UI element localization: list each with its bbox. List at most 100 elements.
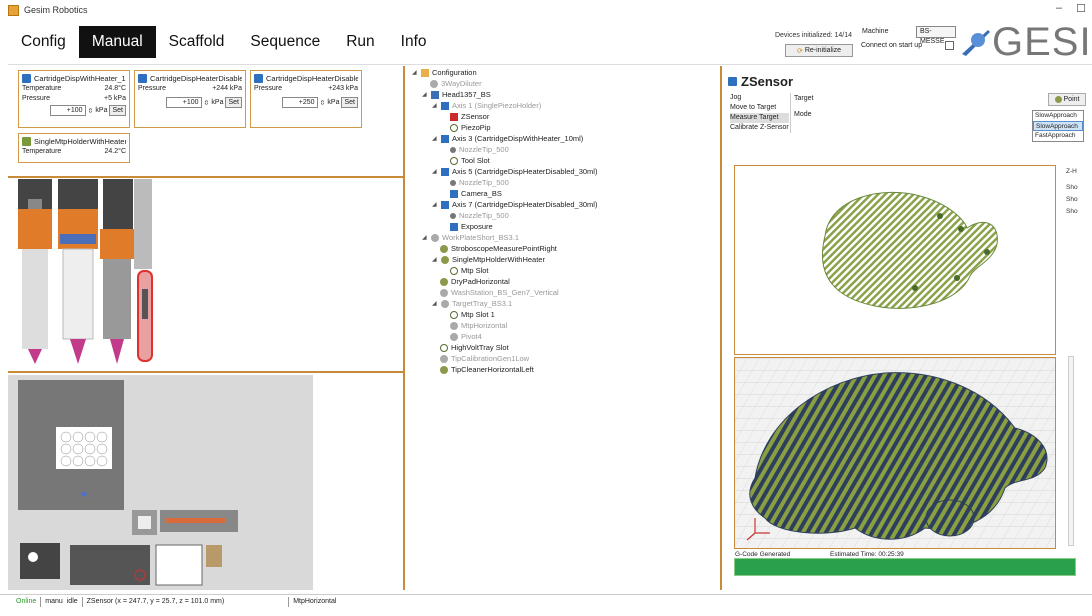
approach-option[interactable]: FastApproach bbox=[1035, 132, 1076, 139]
menu-info[interactable]: Info bbox=[400, 33, 427, 50]
expand-arrow-icon[interactable]: ◢ bbox=[432, 202, 437, 208]
tree-node[interactable]: Exposure bbox=[450, 222, 493, 232]
minimize-button[interactable]: – bbox=[1056, 2, 1063, 14]
view-scrollbar[interactable] bbox=[1068, 356, 1074, 546]
tree-node[interactable]: ◢ Axis 3 (CartridgeDispWithHeater_10ml) bbox=[432, 134, 583, 144]
tree-node[interactable]: NozzleTip_500 bbox=[450, 211, 509, 221]
calibrate-zsensor-action[interactable]: Calibrate Z-Sensor bbox=[730, 124, 789, 131]
approach-option[interactable]: SlowApproach bbox=[1035, 112, 1077, 119]
pressure-input[interactable]: +250 bbox=[281, 97, 318, 108]
tree-node-label: Axis 7 (CartridgeDispHeaterDisabled_30ml… bbox=[452, 200, 598, 209]
device-panel: CartridgeDispHeaterDisabled_ Pressure +24… bbox=[134, 70, 246, 128]
tree-node-label: Axis 5 (CartridgeDispHeaterDisabled_30ml… bbox=[452, 167, 598, 176]
zsensor-head[interactable] bbox=[134, 179, 153, 362]
reinitialize-button[interactable]: ⟳ Re-initialize bbox=[785, 44, 853, 57]
menu-scaffold[interactable]: Scaffold bbox=[168, 33, 225, 50]
expand-arrow-icon[interactable]: ◢ bbox=[432, 103, 437, 109]
jog-action[interactable]: Jog bbox=[730, 94, 742, 101]
device-name: SingleMtpHolderWithHeater bbox=[34, 137, 126, 146]
work-plate-view[interactable] bbox=[8, 375, 313, 590]
gesim-logo-text: GESIM bbox=[992, 20, 1092, 64]
set-button[interactable]: Set bbox=[109, 105, 126, 116]
cartridge-head-2[interactable] bbox=[58, 179, 98, 364]
tree-node[interactable]: ◢ SingleMtpHolderWithHeater bbox=[432, 255, 545, 265]
cartridge-head-3[interactable] bbox=[100, 179, 134, 364]
tree-node[interactable]: TipCleanerHorizontalLeft bbox=[440, 365, 534, 375]
approach-mode-dropdown[interactable]: SlowApproach SlowApproach FastApproach bbox=[1032, 110, 1084, 142]
tree-node[interactable]: Tool Slot bbox=[450, 156, 490, 166]
tree-node[interactable]: ZSensor bbox=[450, 112, 489, 122]
tree-node[interactable]: ◢ TargetTray_BS3.1 bbox=[432, 299, 512, 309]
expand-arrow-icon[interactable]: ◢ bbox=[432, 169, 437, 175]
toolpath-3d-view[interactable] bbox=[734, 357, 1056, 549]
spin-arrows-icon[interactable]: ⇳ bbox=[319, 99, 326, 107]
cartridge-head-1[interactable] bbox=[18, 179, 52, 364]
tree-node[interactable]: WashStation_BS_Gen7_Vertical bbox=[440, 288, 559, 298]
tree-node[interactable]: NozzleTip_500 bbox=[450, 178, 509, 188]
tree-node[interactable]: Pivot4 bbox=[450, 332, 482, 342]
blue-icon bbox=[441, 201, 449, 209]
pressure-input[interactable]: +100 bbox=[49, 105, 86, 116]
right-divider[interactable] bbox=[720, 66, 722, 590]
tree-node[interactable]: ◢ Axis 7 (CartridgeDispHeaterDisabled_30m… bbox=[432, 200, 597, 210]
expand-arrow-icon[interactable]: ◢ bbox=[422, 235, 427, 241]
tree-node[interactable]: DryPadHorizontal bbox=[440, 277, 510, 287]
expand-arrow-icon[interactable]: ◢ bbox=[422, 92, 427, 98]
pressure-label: Pressure bbox=[22, 95, 51, 102]
set-button[interactable]: Set bbox=[341, 97, 358, 108]
device-panel: CartridgeDispWithHeater_10m Temperature 2… bbox=[18, 70, 130, 128]
menu-sequence[interactable]: Sequence bbox=[250, 33, 321, 50]
expand-arrow-icon[interactable]: ◢ bbox=[432, 136, 437, 142]
measure-target-action[interactable]: Measure Target bbox=[730, 113, 789, 123]
tree-node[interactable]: 3WayDiluter bbox=[430, 79, 482, 89]
tree-node-label: Head1357_BS bbox=[442, 90, 491, 99]
point-button[interactable]: Point bbox=[1048, 93, 1086, 106]
tree-node[interactable]: Mtp Slot bbox=[450, 266, 489, 276]
toolpath-2d-view[interactable] bbox=[734, 165, 1056, 355]
pressure-value: +244 kPa bbox=[212, 85, 242, 92]
approach-option-selected[interactable]: SlowApproach bbox=[1033, 121, 1083, 131]
tree-node[interactable]: PiezoPip bbox=[450, 123, 491, 133]
left-divider[interactable] bbox=[403, 66, 405, 590]
pressure-value: +5 kPa bbox=[104, 95, 126, 102]
menu-run[interactable]: Run bbox=[346, 33, 375, 50]
tree-node-label: Mtp Slot 1 bbox=[461, 310, 495, 319]
person-icon bbox=[431, 91, 439, 99]
tree-node-label: WashStation_BS_Gen7_Vertical bbox=[451, 288, 559, 297]
header-divider bbox=[8, 64, 1092, 65]
tree-node[interactable]: HighVoltTray Slot bbox=[440, 343, 509, 353]
tree-node[interactable]: ◢ WorkPlateShort_BS3.1 bbox=[422, 233, 519, 243]
temperature-value: 24.2°C bbox=[104, 148, 126, 155]
maximize-button[interactable]: ☐ bbox=[1076, 3, 1086, 15]
position-readout: ZSensor (x = 247.7, y = 25.7, z = 101.0 … bbox=[86, 598, 225, 605]
tree-node[interactable]: ◢ Configuration bbox=[412, 68, 477, 78]
expand-arrow-icon[interactable]: ◢ bbox=[432, 257, 437, 263]
menu-manual[interactable]: Manual bbox=[78, 26, 156, 58]
tree-node[interactable]: ◢ Axis 1 (SinglePiezoHolder) bbox=[432, 101, 541, 111]
connect-on-startup-checkbox[interactable] bbox=[945, 41, 954, 50]
tree-node[interactable]: ◢ Head1357_BS bbox=[422, 90, 491, 100]
tree-node-label: DryPadHorizontal bbox=[451, 277, 510, 286]
machine-select[interactable]: BS-MESSE bbox=[916, 26, 956, 45]
expand-arrow-icon[interactable]: ◢ bbox=[412, 70, 417, 76]
tree-node[interactable]: TipCalibrationGen1Low bbox=[440, 354, 529, 364]
temperature-label: Temperature bbox=[22, 85, 62, 92]
estimated-time: Estimated Time: 00:25:39 bbox=[830, 551, 904, 558]
tree-node[interactable]: StroboscopeMeasurePointRight bbox=[440, 244, 557, 254]
expand-arrow-icon[interactable]: ◢ bbox=[432, 301, 437, 307]
pressure-input[interactable]: +100 bbox=[165, 97, 202, 108]
tree-node[interactable]: Camera_BS bbox=[450, 189, 502, 199]
tree-node[interactable]: MtpHorizontal bbox=[450, 321, 507, 331]
set-button[interactable]: Set bbox=[225, 97, 242, 108]
spin-arrows-icon[interactable]: ⇳ bbox=[87, 107, 94, 115]
tree-node[interactable]: NozzleTip_500 bbox=[450, 145, 509, 155]
heads-view[interactable] bbox=[8, 179, 403, 369]
idle-status: idle bbox=[66, 598, 78, 605]
move-to-target-action[interactable]: Move to Target bbox=[730, 104, 777, 111]
spin-arrows-icon[interactable]: ⇳ bbox=[203, 99, 210, 107]
tree-node[interactable]: Mtp Slot 1 bbox=[450, 310, 495, 320]
tree-node[interactable]: ◢ Axis 5 (CartridgeDispHeaterDisabled_30m… bbox=[432, 167, 597, 177]
menu-config[interactable]: Config bbox=[21, 33, 66, 50]
zsensor-title: ZSensor bbox=[741, 74, 794, 89]
tree-node-label: NozzleTip_500 bbox=[459, 145, 509, 154]
